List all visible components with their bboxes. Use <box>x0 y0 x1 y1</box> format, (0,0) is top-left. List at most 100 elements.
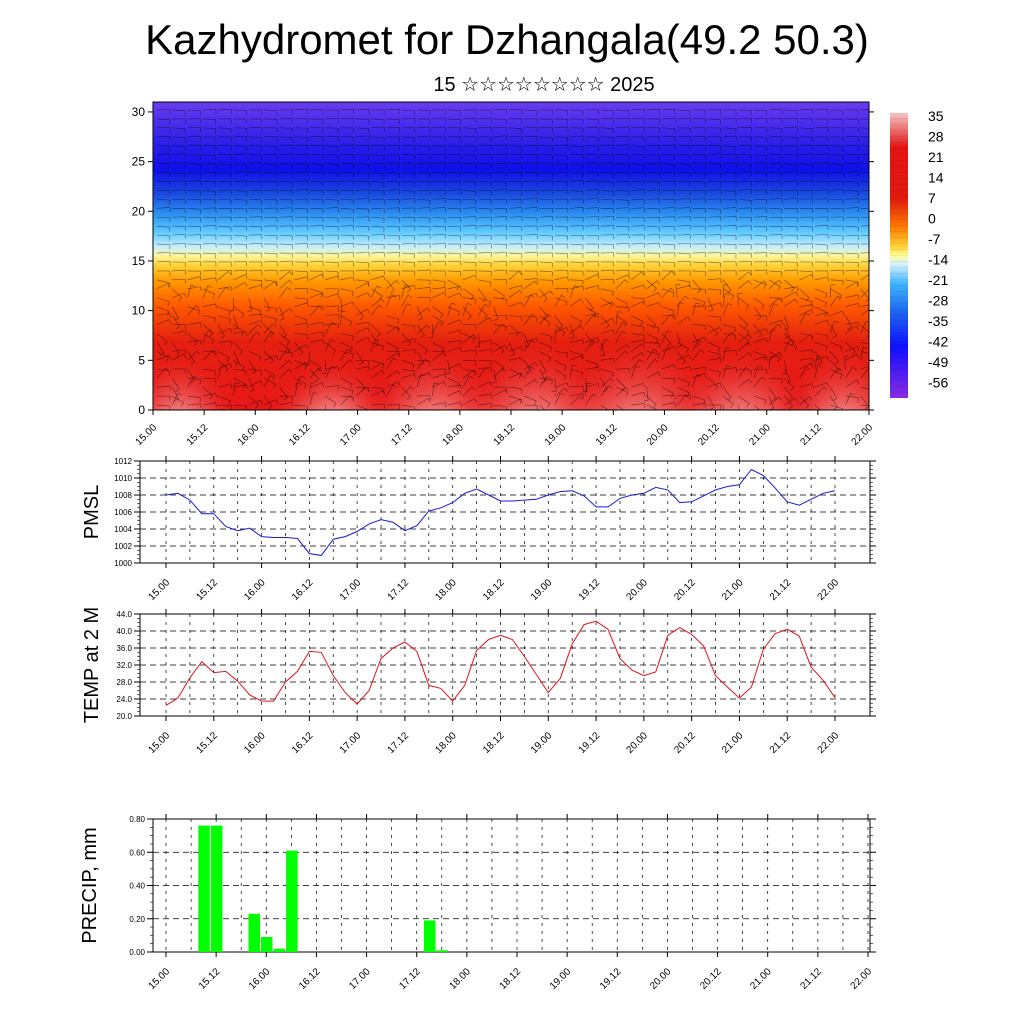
wind-barb-flag <box>286 349 291 353</box>
wind-barb-flag <box>786 380 791 384</box>
wind-barb-flag <box>247 310 253 312</box>
wind-barb-flag <box>676 345 681 348</box>
wind-barb <box>478 348 492 352</box>
wind-barb-flag <box>748 352 752 357</box>
wind-barb <box>784 333 795 343</box>
wind-barb <box>768 260 782 263</box>
wind-barb <box>432 162 446 164</box>
wind-barb-flag <box>175 353 180 357</box>
wind-barb <box>615 330 623 343</box>
wind-barb <box>279 324 287 336</box>
wind-barb-flag <box>811 274 814 279</box>
wind-barb-flag <box>215 303 217 309</box>
wind-barb <box>768 356 771 370</box>
wind-barb-flag <box>579 321 582 326</box>
wind-barb <box>677 316 688 325</box>
wind-barb <box>799 198 813 200</box>
wind-barb-flag <box>413 285 416 290</box>
wind-barb-flag <box>194 341 198 346</box>
wind-barb <box>722 293 726 307</box>
wind-barb <box>860 288 869 298</box>
wind-barb <box>478 252 492 254</box>
wind-barb <box>569 324 575 337</box>
wind-barb <box>263 351 274 361</box>
wind-barb-flag <box>501 367 505 372</box>
wind-barb <box>187 135 201 138</box>
wind-barb <box>615 190 629 192</box>
wind-barb-flag <box>211 350 216 355</box>
wind-barb <box>753 109 767 112</box>
wind-barb <box>554 225 568 228</box>
wind-barb <box>784 279 795 289</box>
wind-barb-flag <box>667 330 672 333</box>
wind-barb <box>845 294 859 299</box>
wind-barb <box>462 199 476 201</box>
wind-barb-flag <box>418 318 423 321</box>
wind-barb-flag <box>745 305 750 310</box>
wind-barb <box>294 270 308 273</box>
wind-barb <box>830 368 843 375</box>
wind-barb <box>554 326 567 334</box>
wind-barb-flag <box>838 295 842 300</box>
wind-barb <box>508 135 522 138</box>
wind-barb <box>386 225 400 228</box>
wind-barb-flag <box>744 324 748 329</box>
wind-barb <box>218 360 229 369</box>
wind-barb <box>768 279 781 287</box>
wind-barb <box>675 284 678 298</box>
wind-barb-flag <box>546 414 549 417</box>
wind-barb-flag <box>827 276 829 282</box>
wind-barb-flag <box>870 288 873 291</box>
wind-barb <box>600 215 614 218</box>
wind-barb-flag <box>833 406 838 410</box>
wind-barb-flag <box>841 408 843 410</box>
wind-barb <box>722 303 728 316</box>
wind-barb <box>355 366 369 370</box>
wind-barb-flag <box>259 380 263 385</box>
wind-barb <box>187 322 201 325</box>
wind-barb <box>799 333 813 336</box>
wind-barb <box>432 292 445 299</box>
wind-barb-flag <box>275 281 278 287</box>
wind-barb <box>646 279 657 289</box>
wind-barb <box>370 304 380 316</box>
precip-bar <box>210 825 223 952</box>
wind-barb <box>172 153 186 155</box>
wind-barb-flag <box>855 325 859 330</box>
wind-barb <box>447 306 460 313</box>
wind-barb <box>279 401 293 406</box>
wind-barb <box>585 333 594 344</box>
wind-barb-flag <box>376 285 382 289</box>
wind-barb <box>707 208 721 210</box>
wind-barb <box>646 292 659 299</box>
wind-barb-flag <box>534 280 538 285</box>
wind-barb-flag <box>536 293 539 298</box>
wind-barb-flag <box>837 295 842 299</box>
wind-barb <box>447 270 461 272</box>
wind-barb <box>432 306 444 315</box>
wind-barb <box>570 339 583 343</box>
wind-barb <box>386 108 400 111</box>
wind-barb <box>845 315 852 328</box>
wind-barb-flag <box>550 290 554 295</box>
wind-barb <box>585 234 599 237</box>
wind-barb <box>370 285 378 298</box>
wind-barb <box>723 118 737 120</box>
wind-barb-flag <box>196 351 201 355</box>
wind-barb <box>340 144 354 147</box>
wind-barb-flag <box>640 321 644 326</box>
wind-barb <box>279 163 293 165</box>
x-tick-label: 19.00 <box>548 966 574 992</box>
wind-barb-flag <box>720 418 725 419</box>
wind-barb-flag <box>597 337 600 342</box>
wind-barb-flag <box>534 400 537 406</box>
wind-barb <box>554 369 567 377</box>
wind-barb <box>830 279 844 281</box>
wind-barb-flag <box>474 398 477 403</box>
wind-barb <box>386 294 392 307</box>
wind-barb <box>401 368 415 372</box>
wind-barb <box>294 234 308 237</box>
wind-barb <box>631 225 645 227</box>
wind-barb <box>371 362 383 370</box>
